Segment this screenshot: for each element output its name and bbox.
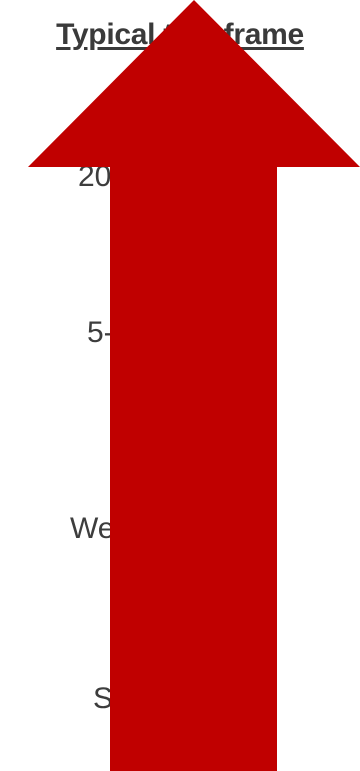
- up-arrow-shape: [28, 0, 360, 771]
- timeframe-label: S: [93, 682, 114, 715]
- timeframe-label: 5-: [87, 316, 114, 349]
- timeframe-label: We: [70, 512, 115, 545]
